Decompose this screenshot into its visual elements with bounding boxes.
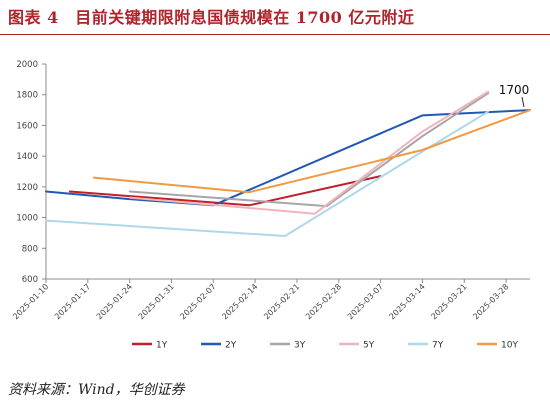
- legend-label-7y: 7Y: [432, 341, 444, 351]
- x-tick-label: 2025-01-31: [137, 282, 176, 321]
- y-tick-label: 1200: [16, 183, 38, 193]
- legend-label-2y: 2Y: [225, 341, 237, 351]
- series-line-2y: [45, 109, 531, 207]
- legend-label-3y: 3Y: [294, 341, 306, 351]
- legend-label-10y: 10Y: [501, 341, 518, 351]
- y-tick-label: 2000: [16, 60, 38, 70]
- x-tick-label: 2025-03-14: [388, 282, 427, 321]
- x-tick-label: 2025-01-17: [53, 282, 92, 321]
- legend: 1Y 2Y 3Y 5Y 7Y 10Y: [132, 341, 518, 351]
- x-tick-label: 2025-01-24: [95, 282, 134, 321]
- x-tick-label: 2025-02-21: [262, 282, 301, 321]
- annotation-leader: [521, 96, 525, 108]
- series-line-10y: [92, 109, 531, 194]
- series-lines: [45, 90, 531, 237]
- x-tick-label: 2025-02-14: [220, 282, 259, 321]
- series-line-3y: [128, 92, 490, 208]
- x-tick-label: 2025-02-07: [178, 282, 217, 321]
- legend-label-1y: 1Y: [156, 341, 168, 351]
- x-tick-label: 2025-03-07: [346, 282, 385, 321]
- x-tick-label: 2025-03-21: [429, 282, 468, 321]
- y-tick-label: 1000: [16, 214, 38, 224]
- x-tick-label: 2025-01-10: [11, 282, 50, 321]
- x-tick-label: 2025-03-28: [471, 282, 510, 321]
- y-tick-label: 1800: [16, 91, 38, 101]
- chart-canvas: 600 800 1000 1200 1400 1600 1800 2000 2025-01-10…: [11, 60, 531, 351]
- series-line-5y: [128, 90, 490, 215]
- y-tick-label: 1400: [16, 152, 38, 162]
- x-tick-label: 2025-02-28: [304, 282, 343, 321]
- y-tick-label: 1600: [16, 121, 38, 131]
- source-note: 资料来源：Wind，华创证券: [8, 382, 185, 398]
- legend-label-5y: 5Y: [363, 341, 375, 351]
- annotations: 1700: [499, 83, 530, 108]
- series-line-7y: [45, 110, 490, 237]
- title-divider: [0, 34, 550, 35]
- series-line-1y: [68, 175, 382, 207]
- annotation-label: 1700: [499, 83, 530, 97]
- y-tick-label: 600: [22, 275, 38, 285]
- axes: 600 800 1000 1200 1400 1600 1800 2000 2025-01-10…: [11, 60, 530, 321]
- line-chart: 600 800 1000 1200 1400 1600 1800 2000 2025-01-10…: [0, 40, 550, 375]
- y-tick-label: 800: [22, 244, 38, 254]
- chart-title: 图表 4 目前关键期限附息国债规模在 1700 亿元附近: [8, 8, 415, 27]
